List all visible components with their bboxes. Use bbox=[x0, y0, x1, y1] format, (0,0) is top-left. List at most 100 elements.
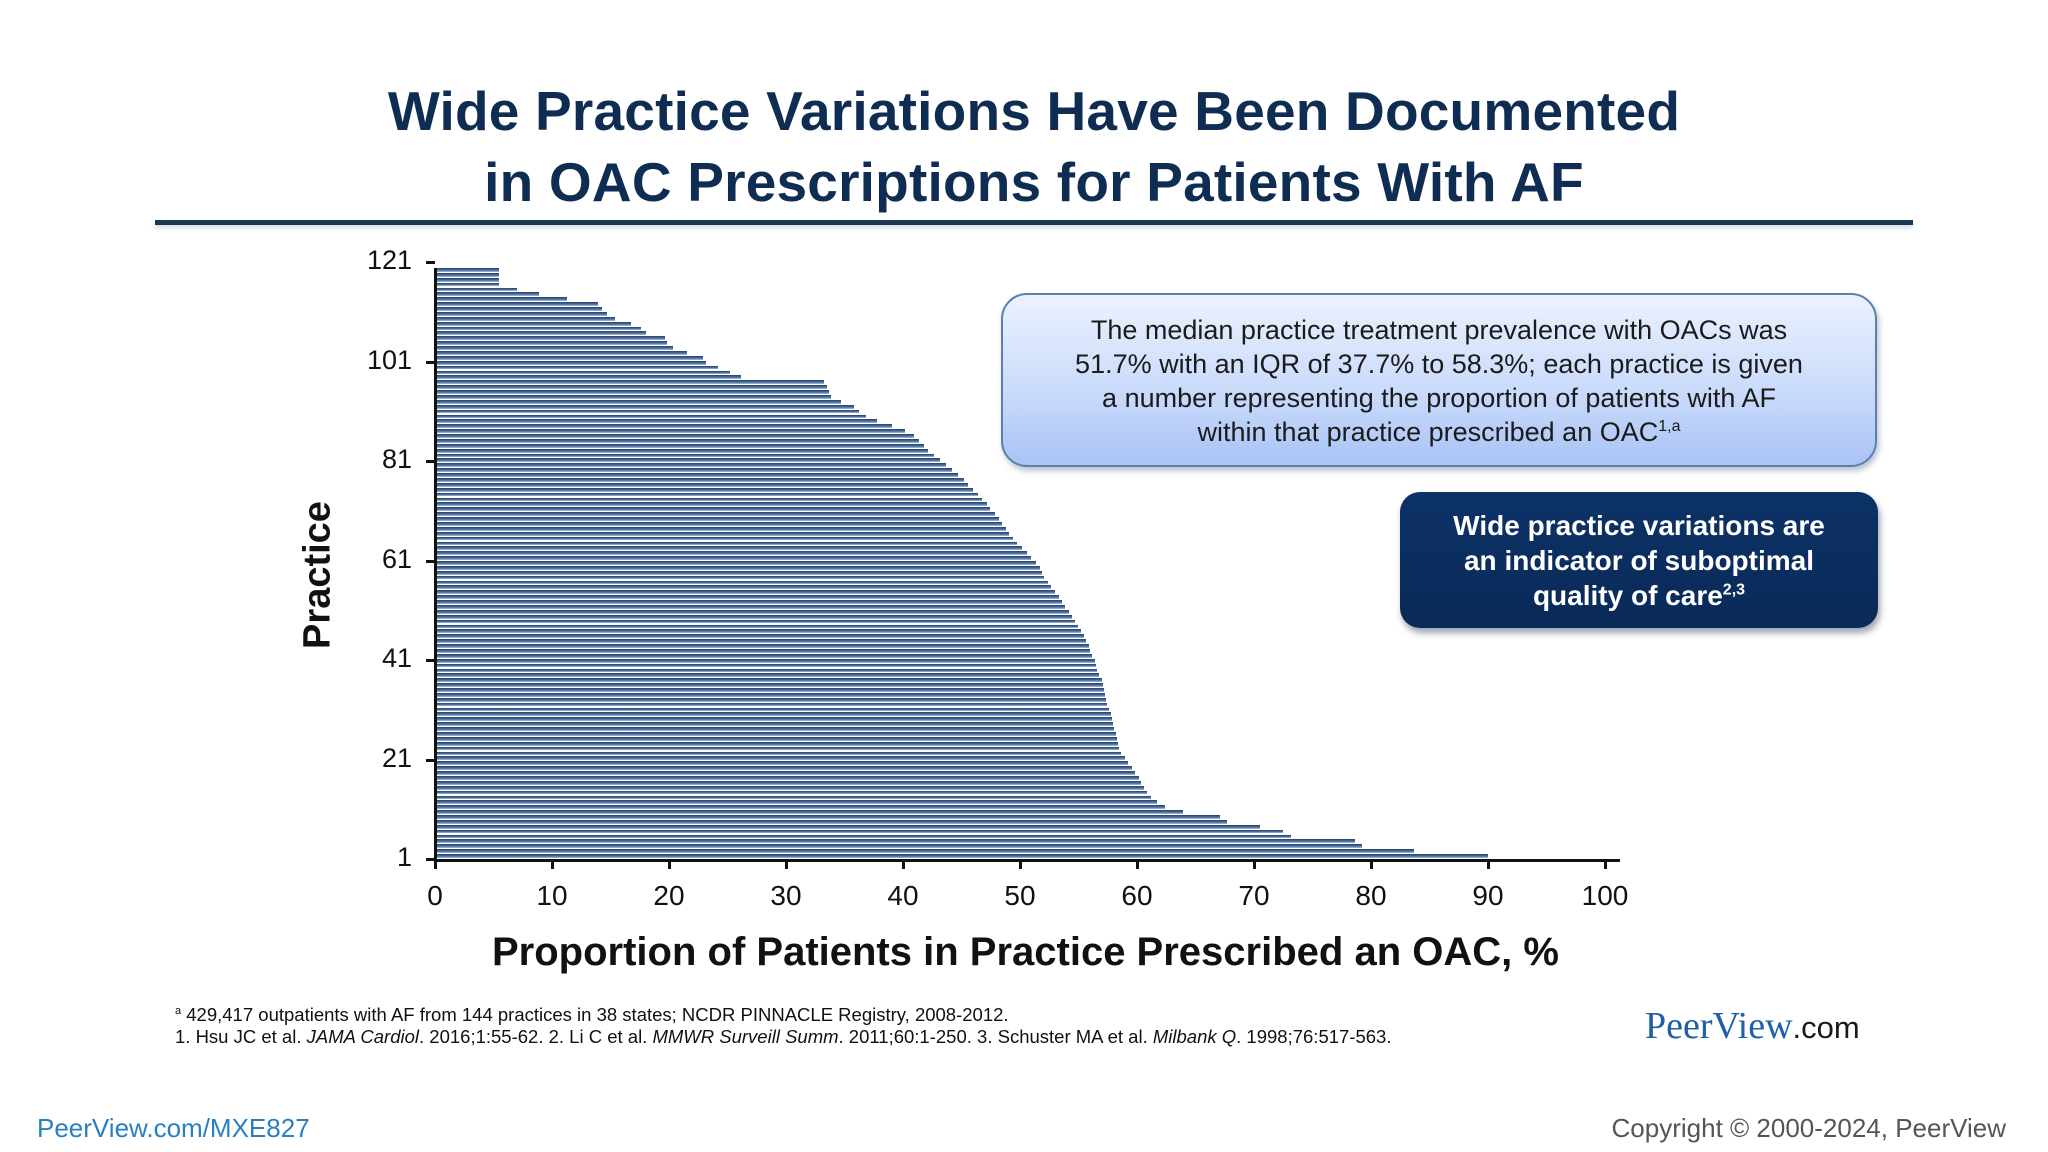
practice-bar bbox=[437, 272, 499, 277]
practice-bar bbox=[437, 824, 1260, 829]
x-tick-label: 70 bbox=[1238, 880, 1270, 911]
practice-bar bbox=[437, 302, 599, 306]
practice-bar bbox=[437, 590, 1055, 595]
ref-2-details: . 2011;60:1-250. 3. Schuster MA et al. bbox=[838, 1026, 1153, 1048]
practice-bar bbox=[437, 448, 929, 453]
emph-citation: 2,3 bbox=[1722, 581, 1746, 599]
practice-bar bbox=[437, 717, 1113, 722]
practice-bar bbox=[437, 478, 964, 482]
practice-bar bbox=[437, 663, 1096, 668]
peerview-logo: PeerView.com bbox=[1645, 1004, 1860, 1048]
y-tick-label: 121 bbox=[366, 245, 412, 275]
practice-bar bbox=[437, 570, 1042, 575]
practice-bar bbox=[437, 282, 499, 287]
y-tick bbox=[426, 460, 435, 463]
practice-bar bbox=[437, 805, 1165, 810]
practice-bar bbox=[437, 360, 707, 365]
x-axis-title: Proportion of Patients in Practice Presc… bbox=[492, 930, 1559, 974]
footnote-a-text: 429,417 outpatients with AF from 144 pra… bbox=[186, 1004, 1009, 1026]
x-tick bbox=[902, 860, 905, 869]
practice-bar bbox=[437, 526, 1006, 531]
x-tick bbox=[1136, 860, 1139, 869]
practice-bar bbox=[437, 292, 539, 297]
practice-bar bbox=[437, 688, 1104, 692]
info-line-3: a number representing the proportion of … bbox=[1102, 383, 1776, 413]
y-axis-title: Practice bbox=[296, 501, 339, 649]
practice-bar bbox=[437, 653, 1093, 658]
practice-bar bbox=[437, 443, 924, 448]
practice-bar bbox=[437, 355, 703, 360]
practice-bar bbox=[437, 624, 1079, 629]
practice-bar bbox=[437, 497, 983, 502]
practice-bar bbox=[437, 819, 1227, 824]
practice-bar bbox=[437, 331, 647, 336]
practice-bar bbox=[437, 629, 1081, 634]
practice-bar bbox=[437, 600, 1062, 604]
x-tick bbox=[668, 860, 671, 869]
title-line-2: in OAC Prescriptions for Patients With A… bbox=[484, 151, 1584, 213]
practice-bar bbox=[437, 482, 969, 487]
practice-bar bbox=[437, 321, 632, 326]
practice-bar bbox=[437, 424, 893, 429]
practice-bar bbox=[437, 458, 941, 463]
practice-bar bbox=[437, 385, 827, 389]
practice-bar bbox=[437, 644, 1089, 648]
practice-bar bbox=[437, 673, 1100, 678]
ref-2-journal: MMWR Surveill Summ bbox=[652, 1026, 839, 1048]
x-axis bbox=[434, 859, 1620, 862]
practice-bar bbox=[437, 438, 920, 443]
info-line-2: 51.7% with an IQR of 37.7% to 58.3%; eac… bbox=[1075, 349, 1803, 379]
practice-bar bbox=[437, 854, 1488, 858]
practice-bar bbox=[437, 780, 1142, 785]
ref-3-details: . 1998;76:517-563. bbox=[1236, 1026, 1392, 1048]
practice-bar bbox=[437, 785, 1144, 790]
practice-bar bbox=[437, 311, 607, 316]
ref-1-journal: JAMA Cardiol bbox=[306, 1026, 420, 1048]
practice-bar bbox=[437, 634, 1084, 639]
practice-bar bbox=[437, 473, 958, 477]
x-tick bbox=[1370, 860, 1373, 869]
practice-bar bbox=[437, 849, 1414, 853]
course-link[interactable]: PeerView.com/MXE827 bbox=[37, 1113, 310, 1143]
practice-bar bbox=[437, 648, 1090, 653]
y-tick bbox=[426, 758, 435, 762]
practice-bar bbox=[437, 541, 1018, 546]
practice-bar bbox=[437, 678, 1102, 683]
ref-1-details: . 2016;1:55-62. 2. Li C et al. bbox=[419, 1026, 653, 1048]
practice-bar bbox=[437, 609, 1069, 614]
info-line-4: within that practice prescribed an OAC1,… bbox=[1003, 415, 1875, 449]
practice-bar bbox=[437, 316, 615, 321]
practice-bar bbox=[437, 487, 973, 492]
practice-bar bbox=[437, 297, 567, 302]
practice-bar bbox=[437, 707, 1109, 712]
practice-bar bbox=[437, 829, 1283, 834]
practice-bar bbox=[437, 268, 499, 272]
practice-bar bbox=[437, 692, 1106, 697]
practice-bar bbox=[437, 394, 832, 399]
practice-bar bbox=[437, 619, 1075, 624]
practice-bar bbox=[437, 399, 841, 404]
practice-bar bbox=[437, 277, 499, 282]
practice-bar bbox=[437, 732, 1116, 736]
practice-bar bbox=[437, 429, 905, 433]
emph-line-3-text: quality of care bbox=[1532, 580, 1723, 611]
practice-bar bbox=[437, 419, 877, 424]
footnote-a-mark: a bbox=[175, 1005, 182, 1017]
footnote-a: a 429,417 outpatients with AF from 144 p… bbox=[175, 1000, 1391, 1026]
x-tick-label: 60 bbox=[1121, 880, 1153, 911]
practice-bar bbox=[437, 463, 946, 468]
practice-bar bbox=[437, 404, 854, 409]
practice-bar bbox=[437, 370, 730, 375]
practice-bar bbox=[437, 683, 1103, 687]
practice-bar bbox=[437, 800, 1157, 805]
key-message-callout: Wide practice variations are an indicato… bbox=[1400, 492, 1878, 628]
brand-name: PeerView bbox=[1645, 1005, 1793, 1047]
emph-line-2: an indicator of suboptimal bbox=[1463, 545, 1814, 576]
practice-bar bbox=[437, 468, 952, 473]
practice-bar bbox=[437, 839, 1356, 844]
x-tick bbox=[1604, 860, 1607, 869]
info-line-4-text: within that practice prescribed an OAC bbox=[1197, 417, 1659, 447]
practice-bar bbox=[437, 712, 1111, 717]
practice-bar bbox=[437, 287, 517, 292]
y-axis bbox=[434, 268, 437, 862]
